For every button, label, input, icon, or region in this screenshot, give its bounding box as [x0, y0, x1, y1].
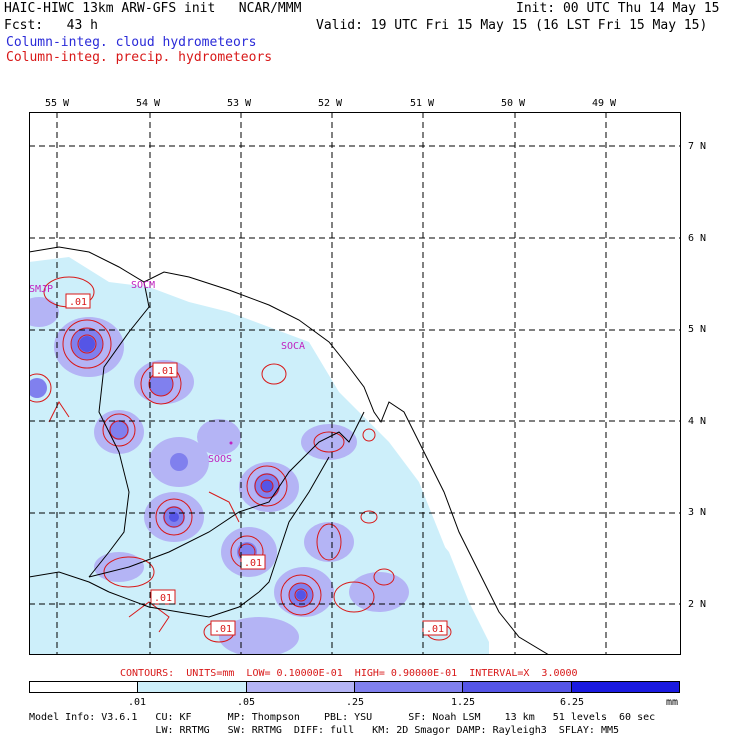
lat-label: 3 N	[688, 507, 707, 518]
station-marker	[229, 441, 233, 445]
colorbar-tick: 6.25	[560, 697, 585, 708]
map-plot: .01 .01 .01 .01 .01 .01	[29, 112, 681, 655]
colorbar-swatch	[571, 682, 679, 692]
station-label: SOCA	[281, 341, 305, 352]
contour-label: .01	[156, 366, 174, 377]
station-label: SOOS	[208, 454, 232, 465]
lon-label: 49 W	[592, 98, 617, 109]
legend-cloud-hydrometeors: Column-integ. cloud hydrometeors	[6, 35, 257, 50]
plot-title: HAIC-HIWC 13km ARW-GFS init NCAR/MMM	[4, 1, 302, 16]
colorbar-swatch	[463, 682, 572, 692]
contour-label: .01	[426, 624, 444, 635]
contour-label: .01	[244, 558, 262, 569]
init-time: Init: 00 UTC Thu 14 May 15	[516, 1, 720, 16]
colorbar-tick: .25	[346, 697, 365, 708]
colorbar-swatch	[354, 682, 464, 692]
colorbar-swatch	[30, 682, 139, 692]
map-frame	[29, 112, 681, 655]
lon-label: 52 W	[318, 98, 343, 109]
graticule	[29, 112, 681, 655]
lon-label: 54 W	[136, 98, 161, 109]
lon-label: 50 W	[501, 98, 526, 109]
lat-label: 2 N	[688, 599, 707, 610]
lat-label: 7 N	[688, 141, 707, 152]
colorbar-tick: .05	[237, 697, 256, 708]
contour-label: .01	[69, 297, 87, 308]
colorbar-unit: mm	[666, 697, 679, 708]
lon-label: 53 W	[227, 98, 252, 109]
station-label: SMJP	[29, 284, 53, 295]
lon-label: 55 W	[45, 98, 70, 109]
forecast-hour: Fcst: 43 h	[4, 18, 98, 33]
colorbar-swatch	[246, 682, 355, 692]
contour-label-group: .01 .01 .01 .01 .01 .01	[65, 293, 448, 636]
contour-label: .01	[214, 624, 232, 635]
colorbar-swatch	[138, 682, 247, 692]
cloud-hydrometeor-shading	[29, 257, 489, 655]
contour-label: .01	[154, 593, 172, 604]
colorbar	[29, 681, 680, 693]
legend-precip-hydrometeors: Column-integ. precip. hydrometeors	[6, 50, 273, 65]
model-info-line1: Model Info: V3.6.1 CU: KF MP: Thompson P…	[29, 712, 656, 723]
model-info-line2: LW: RRTMG SW: RRTMG DIFF: full KM: 2D Sm…	[29, 725, 620, 736]
colorbar-tick: 1.25	[451, 697, 476, 708]
colorbar-tick: .01	[128, 697, 147, 708]
lat-label: 6 N	[688, 233, 707, 244]
valid-time: Valid: 19 UTC Fri 15 May 15 (16 LST Fri …	[316, 18, 708, 33]
lat-label: 4 N	[688, 416, 707, 427]
contour-info: CONTOURS: UNITS=mm LOW= 0.10000E-01 HIGH…	[120, 668, 578, 679]
lon-label: 51 W	[410, 98, 435, 109]
station-label: SOCM	[131, 280, 155, 291]
lat-label: 5 N	[688, 324, 707, 335]
cloud-hydrometeor-peaks	[79, 336, 306, 600]
stations: SMJP SOCM SOCA SOOS	[29, 280, 305, 465]
precip-contours	[29, 276, 452, 643]
